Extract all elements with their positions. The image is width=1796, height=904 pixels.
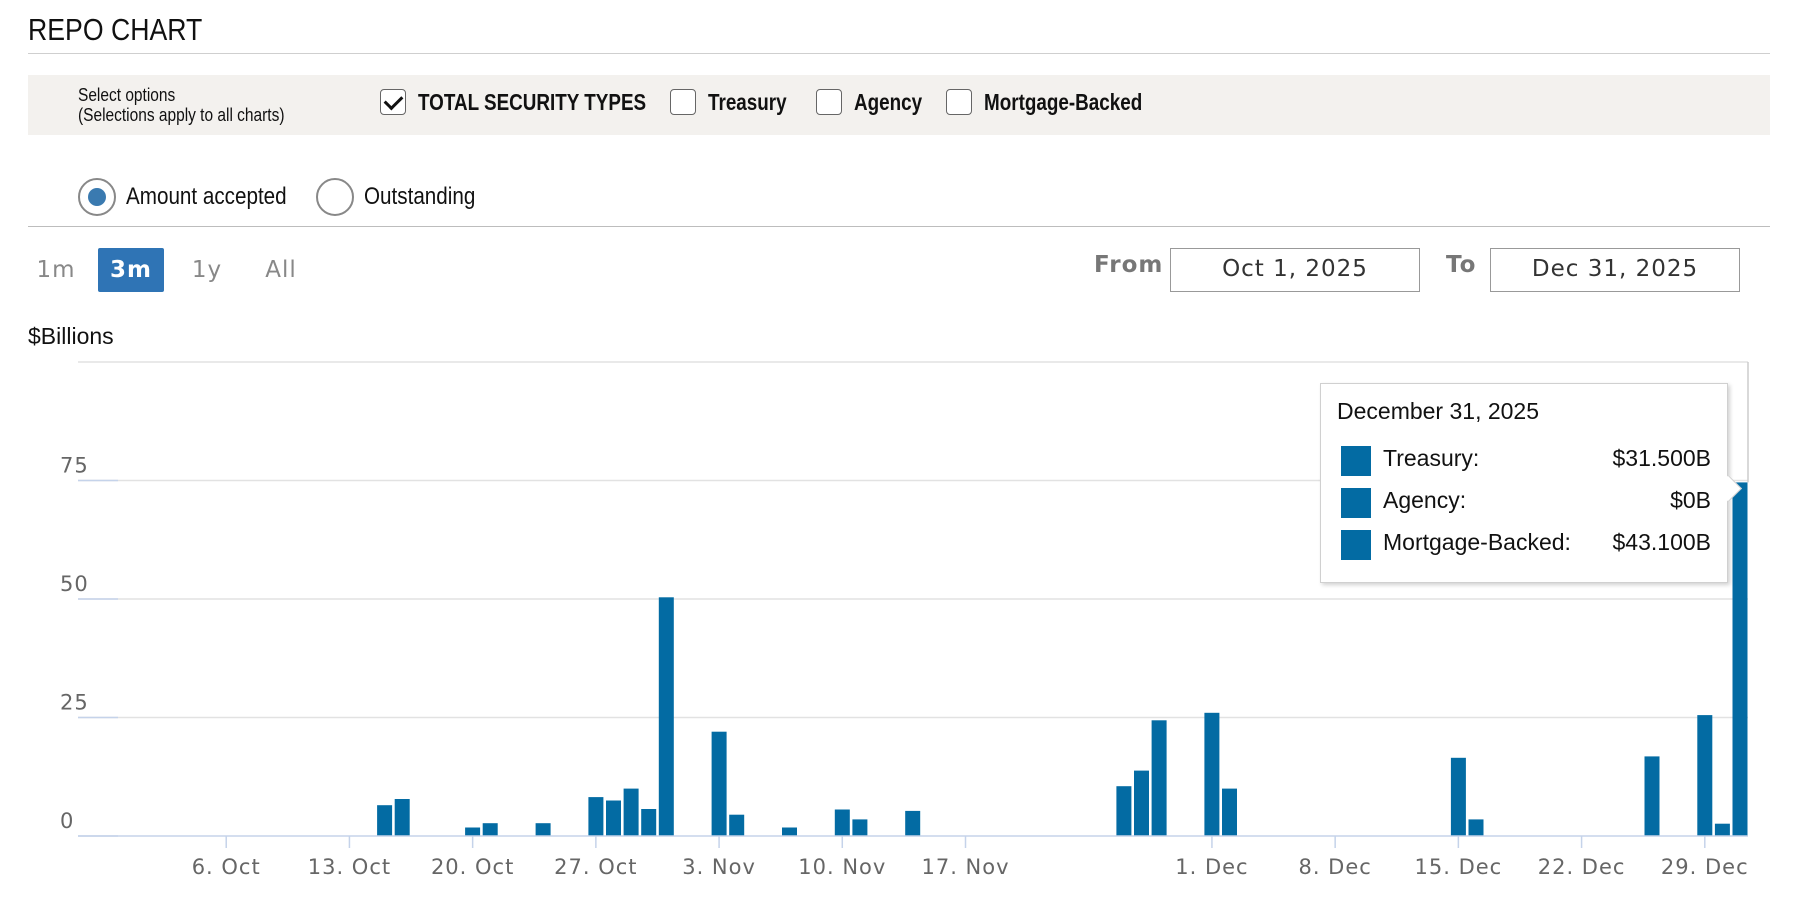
tooltip-row-name: Agency: bbox=[1383, 487, 1467, 513]
bar bbox=[852, 819, 868, 836]
section-divider bbox=[28, 226, 1770, 227]
axes: 0 25 50 75 6. Oct 13. Oct 20. Oct 27. Oct 3. Nov… bbox=[60, 362, 1749, 879]
bar bbox=[834, 809, 850, 836]
x-tick-label: 22. Dec bbox=[1538, 855, 1626, 879]
bar bbox=[1697, 715, 1713, 836]
bar bbox=[905, 810, 921, 836]
tooltip-row-treasury: Treasury: $31.500B bbox=[1341, 443, 1711, 476]
checkbox-treasury-box[interactable] bbox=[670, 89, 696, 115]
tooltip-row-value: $0B bbox=[1670, 487, 1711, 513]
x-tick-label: 1. Dec bbox=[1175, 855, 1248, 879]
x-tick-label: 20. Oct bbox=[431, 855, 514, 879]
range-button-3m[interactable]: 3m bbox=[98, 248, 164, 292]
bar bbox=[482, 823, 498, 836]
bar bbox=[1222, 788, 1237, 836]
bar bbox=[377, 805, 393, 836]
radio-outstanding-circle[interactable] bbox=[316, 178, 354, 216]
bar bbox=[465, 827, 481, 836]
y-tick-label: 25 bbox=[60, 691, 89, 715]
bars bbox=[377, 482, 1748, 836]
bar bbox=[1714, 823, 1730, 836]
from-date-input[interactable]: Oct 1, 2025 bbox=[1170, 248, 1420, 292]
options-bar: Select options (Selections apply to all … bbox=[28, 75, 1770, 135]
tooltip-swatch bbox=[1341, 488, 1371, 518]
tooltip-swatch bbox=[1341, 530, 1371, 560]
to-label: To bbox=[1446, 252, 1477, 278]
bar bbox=[641, 809, 657, 836]
radio-amount-accepted-label: Amount accepted bbox=[126, 183, 287, 210]
tooltip-row-value: $31.500B bbox=[1612, 445, 1711, 471]
bar bbox=[535, 823, 551, 836]
tooltip-row-agency: Agency: $0B bbox=[1341, 485, 1711, 518]
bar bbox=[729, 814, 745, 836]
from-label: From bbox=[1094, 252, 1164, 278]
page-title: REPO CHART bbox=[28, 12, 203, 47]
checkbox-agency[interactable]: Agency bbox=[816, 85, 937, 119]
title-divider bbox=[28, 53, 1770, 54]
radio-outstanding[interactable]: Outstanding bbox=[316, 176, 493, 218]
range-button-1m[interactable]: 1m bbox=[36, 257, 76, 283]
bar bbox=[1450, 757, 1466, 836]
x-tick-label: 6. Oct bbox=[192, 855, 261, 879]
tooltip-row-value: $43.100B bbox=[1612, 529, 1711, 555]
chart-tooltip: December 31, 2025 Treasury: $31.500B Age… bbox=[1320, 383, 1742, 583]
x-tick-label: 29. Dec bbox=[1661, 855, 1749, 879]
bar bbox=[711, 731, 727, 836]
bar bbox=[1204, 712, 1220, 836]
y-axis-unit-label: $Billions bbox=[28, 323, 114, 349]
bar bbox=[1134, 770, 1149, 836]
to-date-input[interactable]: Dec 31, 2025 bbox=[1490, 248, 1740, 292]
bar bbox=[623, 788, 639, 836]
y-tick-label: 75 bbox=[60, 454, 89, 478]
tooltip-row-mortgage-backed: Mortgage-Backed: $43.100B bbox=[1341, 527, 1711, 560]
checkbox-mortgage-backed[interactable]: Mortgage-Backed bbox=[946, 85, 1177, 119]
y-tick-label: 0 bbox=[60, 809, 74, 833]
checkbox-agency-label: Agency bbox=[854, 88, 923, 115]
checkbox-total-security-types-box[interactable] bbox=[380, 89, 406, 115]
bar bbox=[658, 597, 674, 836]
bar bbox=[1151, 720, 1167, 836]
x-tick-label: 13. Oct bbox=[308, 855, 391, 879]
checkbox-treasury[interactable]: Treasury bbox=[670, 85, 804, 119]
x-tick-label: 10. Nov bbox=[798, 855, 886, 879]
bar bbox=[606, 800, 621, 836]
tooltip-row-name: Mortgage-Backed: bbox=[1383, 529, 1571, 555]
x-tick-label: 3. Nov bbox=[682, 855, 756, 879]
options-hint-line2: (Selections apply to all charts) bbox=[78, 105, 285, 125]
x-tick-label: 15. Dec bbox=[1415, 855, 1503, 879]
range-button-all[interactable]: All bbox=[265, 257, 297, 283]
bar bbox=[394, 799, 410, 836]
checkbox-total-security-types[interactable]: TOTAL SECURITY TYPES bbox=[380, 85, 696, 119]
bar bbox=[1116, 786, 1132, 836]
options-hint: Select options (Selections apply to all … bbox=[78, 85, 284, 125]
y-tick-label: 50 bbox=[60, 572, 89, 596]
tooltip-swatch bbox=[1341, 446, 1371, 476]
checkbox-treasury-label: Treasury bbox=[708, 88, 787, 115]
radio-outstanding-label: Outstanding bbox=[364, 183, 476, 210]
x-tick-label: 17. Nov bbox=[921, 855, 1009, 879]
checkbox-mortgage-backed-box[interactable] bbox=[946, 89, 972, 115]
options-hint-line1: Select options bbox=[78, 85, 176, 105]
checkbox-agency-box[interactable] bbox=[816, 89, 842, 115]
tooltip-date: December 31, 2025 bbox=[1337, 398, 1540, 424]
bar bbox=[588, 797, 604, 836]
radio-amount-accepted[interactable]: Amount accepted bbox=[78, 176, 313, 218]
bar bbox=[1468, 819, 1484, 836]
checkbox-mortgage-backed-label: Mortgage-Backed bbox=[984, 88, 1143, 115]
tooltip-row-name: Treasury: bbox=[1383, 445, 1480, 471]
checkbox-total-security-types-label: TOTAL SECURITY TYPES bbox=[418, 88, 647, 115]
x-tick-label: 8. Dec bbox=[1298, 855, 1371, 879]
bar bbox=[1644, 756, 1660, 836]
range-button-1y[interactable]: 1y bbox=[191, 257, 223, 283]
x-tick-label: 27. Oct bbox=[554, 855, 637, 879]
radio-amount-accepted-circle[interactable] bbox=[78, 178, 116, 216]
bar bbox=[1732, 482, 1748, 836]
bar bbox=[782, 827, 797, 836]
